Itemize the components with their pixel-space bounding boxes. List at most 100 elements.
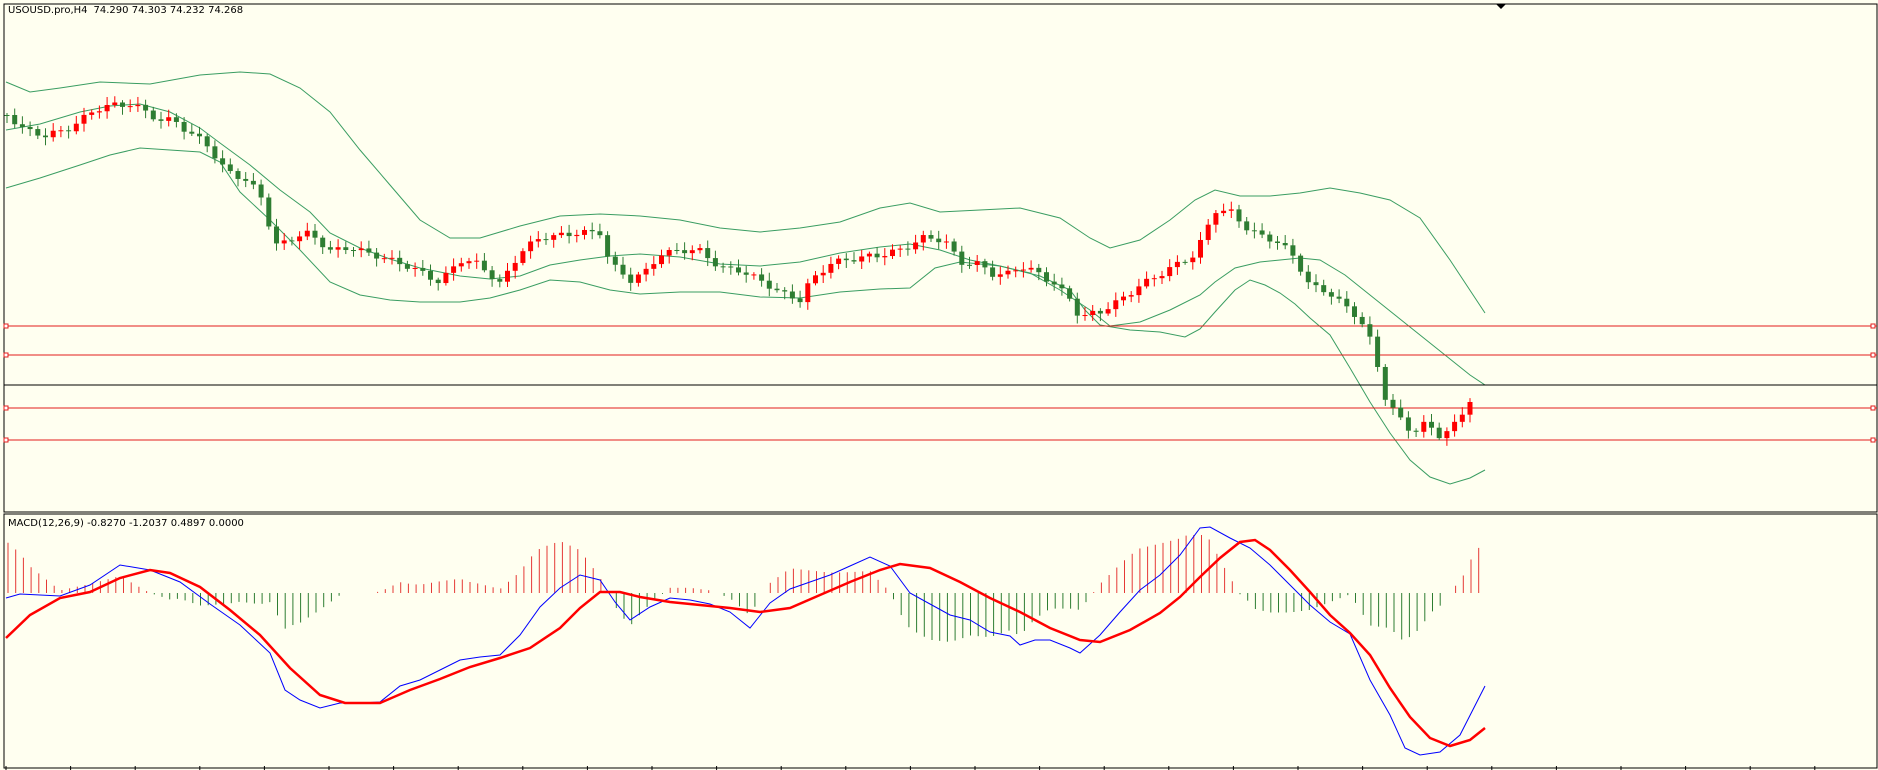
- bullish-candle: [813, 275, 818, 284]
- bullish-candle: [1190, 257, 1196, 263]
- bullish-candle: [389, 257, 395, 259]
- bullish-candle: [1159, 276, 1165, 279]
- macd-panel-frame: [3, 513, 1878, 769]
- bullish-candle: [574, 234, 580, 237]
- bearish-candle: [743, 272, 749, 275]
- bullish-candle: [882, 256, 888, 258]
- bearish-candle: [1436, 427, 1442, 439]
- bullish-candle: [135, 104, 141, 107]
- bullish-candle: [1028, 267, 1034, 270]
- bearish-candle: [620, 264, 626, 275]
- bullish-candle: [50, 130, 56, 138]
- bullish-candle: [335, 247, 341, 250]
- bearish-candle: [19, 124, 25, 127]
- bearish-candle: [905, 248, 911, 250]
- bullish-candle: [805, 283, 811, 303]
- bullish-candle: [1121, 296, 1126, 301]
- price-level-left-handle: [3, 323, 9, 329]
- bearish-candle: [628, 274, 634, 283]
- bearish-candle: [1251, 230, 1257, 232]
- bullish-candle: [1198, 239, 1203, 258]
- bullish-candle: [104, 105, 110, 112]
- bullish-candle: [1005, 270, 1011, 275]
- bearish-candle: [712, 258, 718, 267]
- ohlc-low: 74.232: [169, 5, 205, 16]
- bearish-candle: [1059, 284, 1065, 289]
- bullish-candle: [836, 258, 842, 264]
- bearish-candle: [543, 239, 549, 241]
- bearish-candle: [1398, 407, 1404, 418]
- bearish-candle: [181, 121, 187, 132]
- macd-label: MACD(12,26,9): [8, 518, 84, 529]
- bullish-candle: [1459, 414, 1465, 422]
- bearish-candle: [1182, 261, 1188, 263]
- bearish-candle: [481, 260, 487, 271]
- macd-histogram-value: 0.4897: [170, 518, 206, 529]
- bullish-candle: [297, 236, 303, 242]
- macd-signal-line: [5, 538, 1486, 748]
- bullish-candle: [1128, 295, 1134, 297]
- bearish-candle: [489, 270, 495, 280]
- bullish-candle: [897, 248, 903, 250]
- chart-shift-marker[interactable]: [1496, 4, 1506, 9]
- bullish-candle: [820, 272, 826, 276]
- bearish-candle: [428, 270, 433, 280]
- price-level-left-handle: [3, 437, 9, 443]
- symbol-label: USOUSD.pro,H4: [8, 5, 88, 16]
- bullish-candle: [466, 261, 472, 264]
- bearish-candle: [1074, 298, 1080, 316]
- bearish-candle: [397, 257, 403, 265]
- bullish-candle: [412, 267, 418, 269]
- bullish-candle: [1151, 278, 1157, 280]
- bearish-candle: [874, 253, 880, 258]
- bearish-candle: [150, 110, 156, 120]
- bearish-candle: [374, 252, 380, 259]
- bullish-candle: [1221, 210, 1227, 214]
- bearish-candle: [1405, 417, 1411, 431]
- horizontal-levels[interactable]: [3, 323, 1877, 443]
- bearish-candle: [1375, 336, 1381, 367]
- bullish-candle: [920, 235, 926, 243]
- bullish-candle: [1205, 224, 1211, 240]
- bullish-candle: [166, 117, 172, 121]
- bullish-candle: [528, 241, 534, 252]
- bearish-candle: [1305, 271, 1311, 283]
- bearish-candle: [266, 197, 272, 227]
- bearish-candle: [235, 171, 241, 179]
- bearish-candle: [4, 115, 10, 116]
- macd-main-line: [5, 526, 1486, 756]
- bullish-candle: [81, 114, 87, 124]
- bullish-candle: [127, 106, 133, 108]
- bearish-candle: [566, 232, 572, 237]
- macd-panel: [3, 513, 1878, 769]
- bearish-candle: [705, 248, 711, 259]
- bullish-candle: [1444, 431, 1450, 439]
- price-level-right-handle: [1870, 352, 1876, 358]
- bullish-candle: [1136, 286, 1142, 296]
- bearish-candle: [1359, 316, 1365, 325]
- bullish-candle: [1144, 278, 1150, 287]
- bollinger-bands: [5, 71, 1486, 485]
- bullish-candle: [304, 230, 310, 237]
- bearish-candle: [1051, 281, 1057, 285]
- bullish-candle: [1013, 270, 1019, 272]
- bearish-candle: [66, 130, 72, 132]
- bullish-candle: [505, 270, 510, 282]
- bearish-candle: [1067, 288, 1073, 299]
- bullish-candle: [1090, 310, 1096, 316]
- bearish-candle: [220, 158, 226, 165]
- price-level-left-handle: [3, 352, 9, 358]
- bearish-candle: [435, 279, 441, 284]
- bullish-candle: [582, 229, 587, 235]
- bearish-candle: [766, 280, 772, 289]
- bearish-candle: [605, 235, 611, 257]
- bearish-candle: [320, 237, 326, 248]
- bullish-candle: [1113, 300, 1119, 310]
- bearish-candle: [797, 298, 803, 303]
- bullish-candle: [443, 272, 449, 284]
- bearish-candle: [43, 135, 48, 138]
- bearish-candle: [327, 247, 333, 250]
- bollinger-middle-band: [5, 103, 1486, 386]
- bearish-candle: [497, 279, 503, 282]
- bearish-candle: [343, 247, 349, 251]
